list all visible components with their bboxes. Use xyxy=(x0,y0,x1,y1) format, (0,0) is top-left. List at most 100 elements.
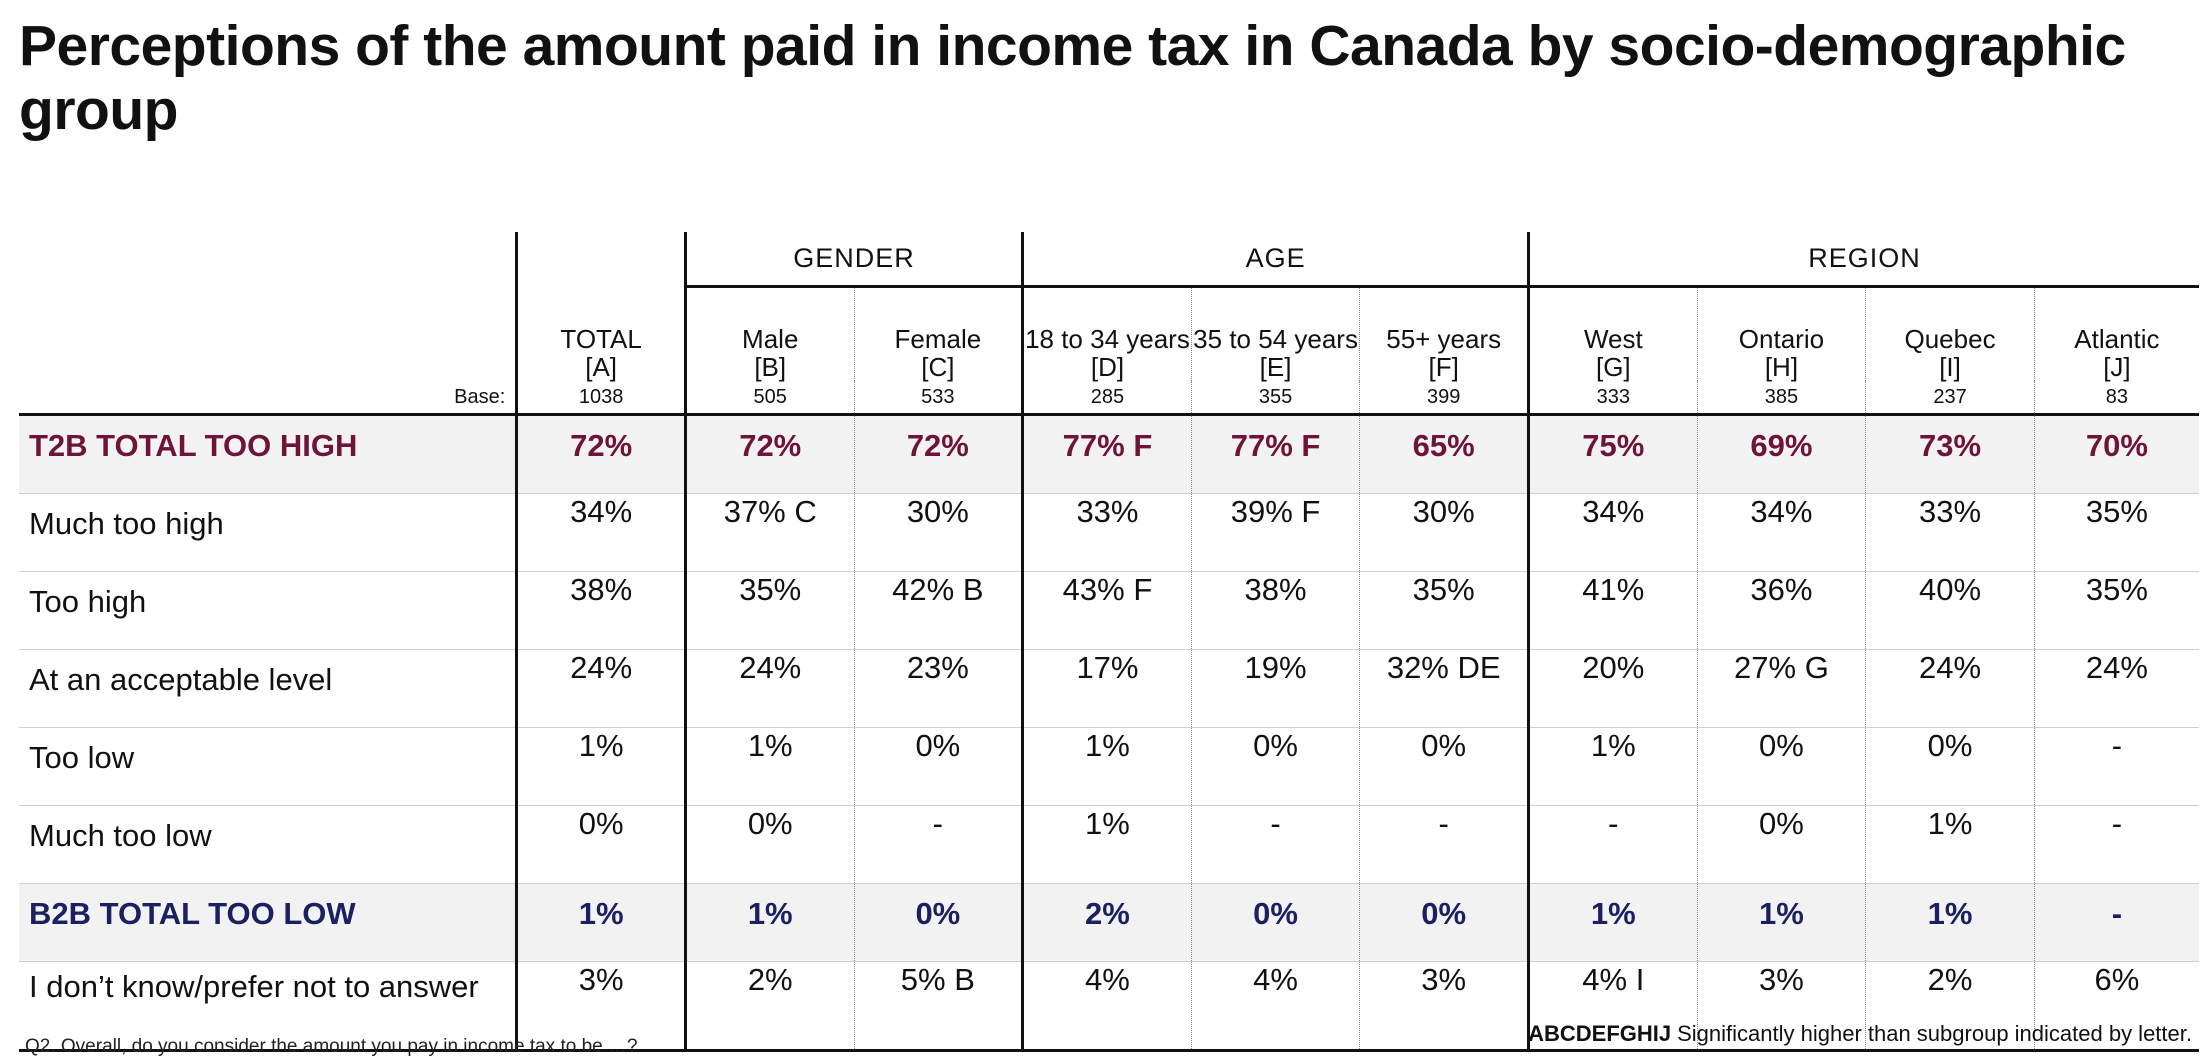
table-cell: 6% xyxy=(2033,961,2199,1052)
base-value: 333 xyxy=(1527,381,1698,416)
table-cell: - xyxy=(853,805,1023,884)
group-header-row: GENDER AGE REGION xyxy=(19,232,2199,288)
table-row: I don’t know/prefer not to answer 3% 2% … xyxy=(19,961,2199,1052)
table-cell: 0% xyxy=(1359,727,1529,806)
base-value: 399 xyxy=(1359,381,1529,416)
table-cell: - xyxy=(1190,805,1360,884)
column-header-male: Male [B] xyxy=(683,286,855,381)
total-group-header xyxy=(515,232,686,287)
table-cell: 77% F xyxy=(1190,414,1360,494)
table-cell: 77% F xyxy=(1021,414,1192,494)
table-cell: 37% C xyxy=(683,493,855,572)
row-label: Much too high xyxy=(19,493,517,572)
table-cell: 43% F xyxy=(1021,571,1192,650)
table-cell: 17% xyxy=(1021,649,1192,728)
base-value: 505 xyxy=(683,381,855,416)
table-row: B2B TOTAL TOO LOW 1% 1% 0% 2% 0% 0% 1% 1… xyxy=(19,883,2199,962)
base-value: 1038 xyxy=(515,381,686,416)
table-cell: 4% xyxy=(1021,961,1192,1052)
table-cell: 0% xyxy=(683,805,855,884)
table-cell: 39% F xyxy=(1190,493,1360,572)
base-value: 285 xyxy=(1021,381,1192,416)
table-cell: 33% xyxy=(1865,493,2035,572)
table-cell: 1% xyxy=(1021,805,1192,884)
row-label: I don’t know/prefer not to answer xyxy=(19,961,517,1052)
table-cell: 34% xyxy=(1696,493,1866,572)
table-cell: 0% xyxy=(853,883,1023,962)
table-cell: 0% xyxy=(1696,727,1866,806)
column-header-35-54: 35 to 54 years [E] xyxy=(1190,286,1360,381)
base-value: 355 xyxy=(1190,381,1360,416)
table-cell: - xyxy=(2033,727,2199,806)
table-cell: 24% xyxy=(1865,649,2035,728)
table-cell: 1% xyxy=(515,727,686,806)
table-cell: 0% xyxy=(1190,727,1360,806)
table-cell: 0% xyxy=(1190,883,1360,962)
legend-letters: ABCDEFGHIJ xyxy=(1528,1021,1672,1046)
table-cell: 1% xyxy=(1865,805,2035,884)
table-cell: 38% xyxy=(515,571,686,650)
table-cell: 72% xyxy=(683,414,855,494)
table-cell: 34% xyxy=(1527,493,1698,572)
table-cell: - xyxy=(2033,883,2199,962)
table-cell: 19% xyxy=(1190,649,1360,728)
table-cell: 41% xyxy=(1527,571,1698,650)
base-label: Base: xyxy=(19,381,517,416)
table-cell: 38% xyxy=(1190,571,1360,650)
table-cell: - xyxy=(1359,805,1529,884)
row-label: Too high xyxy=(19,571,517,650)
table-cell: 0% xyxy=(1865,727,2035,806)
table-cell: 35% xyxy=(2033,571,2199,650)
row-label: B2B TOTAL TOO LOW xyxy=(19,883,517,962)
column-header-55-plus: 55+ years [F] xyxy=(1359,286,1529,381)
table-cell: 3% xyxy=(1359,961,1529,1052)
table-cell: 0% xyxy=(1696,805,1866,884)
base-value: 83 xyxy=(2033,381,2199,416)
table-cell: - xyxy=(1527,805,1698,884)
base-row: Base: 1038 505 533 285 355 399 333 385 2… xyxy=(19,381,2199,416)
column-header-total: TOTAL [A] xyxy=(515,286,686,381)
table-cell: 72% xyxy=(853,414,1023,494)
table-cell: 35% xyxy=(1359,571,1529,650)
base-value: 385 xyxy=(1696,381,1866,416)
table-cell: 40% xyxy=(1865,571,2035,650)
table-cell: 1% xyxy=(1865,883,2035,962)
table-row: Much too low 0% 0% - 1% - - - 0% 1% - xyxy=(19,805,2199,884)
table-cell: 5% B xyxy=(853,961,1023,1052)
label-column-header xyxy=(19,232,517,287)
row-label: At an acceptable level xyxy=(19,649,517,728)
column-header-quebec: Quebec [I] xyxy=(1865,286,2035,381)
table-cell: 35% xyxy=(683,571,855,650)
table-row: Much too high 34% 37% C 30% 33% 39% F 30… xyxy=(19,493,2199,572)
table-cell: 20% xyxy=(1527,649,1698,728)
table-cell: 0% xyxy=(515,805,686,884)
table-cell: 24% xyxy=(683,649,855,728)
table-cell: 69% xyxy=(1696,414,1866,494)
column-header-row: TOTAL [A] Male [B] Female [C] 18 to 34 year… xyxy=(19,286,2199,381)
table-cell: 27% G xyxy=(1696,649,1866,728)
row-label: Too low xyxy=(19,727,517,806)
table-cell: 2% xyxy=(1865,961,2035,1052)
page-title: Perceptions of the amount paid in income… xyxy=(19,14,2126,142)
column-header-18-34: 18 to 34 years [D] xyxy=(1021,286,1192,381)
table-cell: 1% xyxy=(1527,727,1698,806)
table-cell: 1% xyxy=(1021,727,1192,806)
table-cell: 70% xyxy=(2033,414,2199,494)
table-cell: 32% DE xyxy=(1359,649,1529,728)
table-cell: 0% xyxy=(1359,883,1529,962)
significance-legend: ABCDEFGHIJ Significantly higher than subg… xyxy=(1528,1021,2192,1047)
table-cell: 30% xyxy=(853,493,1023,572)
row-label: Much too low xyxy=(19,805,517,884)
table-cell: 0% xyxy=(853,727,1023,806)
table-row: T2B TOTAL TOO HIGH 72% 72% 72% 77% F 77%… xyxy=(19,414,2199,494)
table-cell: 73% xyxy=(1865,414,2035,494)
table-cell: 65% xyxy=(1359,414,1529,494)
group-header-gender: GENDER xyxy=(683,232,1023,288)
table-cell: 2% xyxy=(683,961,855,1052)
table-cell: 72% xyxy=(515,414,686,494)
table-cell: 1% xyxy=(1696,883,1866,962)
table-cell: 3% xyxy=(515,961,686,1052)
base-value: 237 xyxy=(1865,381,2035,416)
table-cell: 75% xyxy=(1527,414,1698,494)
table-cell: 23% xyxy=(853,649,1023,728)
